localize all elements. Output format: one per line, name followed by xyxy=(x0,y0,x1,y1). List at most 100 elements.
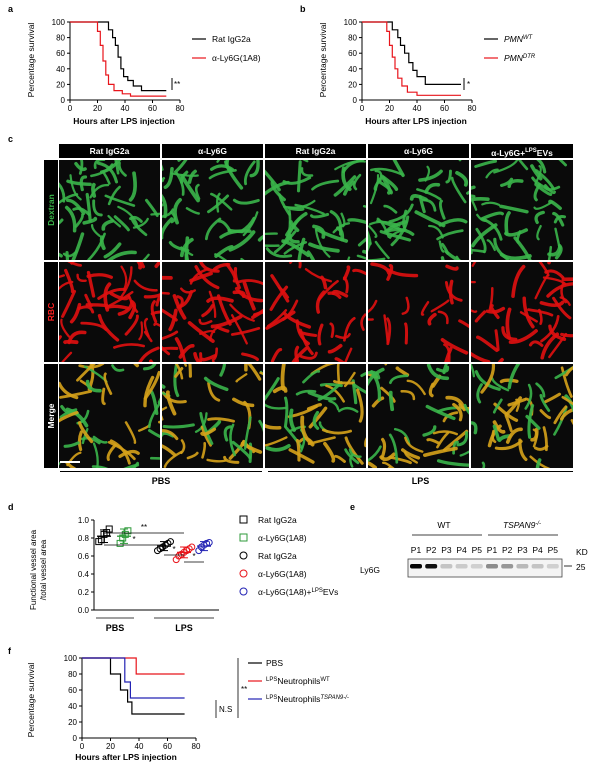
panel-c-row-label-merge: Merge xyxy=(44,364,58,468)
panel-f-chart: 0 20 40 60 80 0 20 40 60 80 100 Percentage surviva… xyxy=(26,654,349,762)
panel-label-b: b xyxy=(300,4,306,14)
panel-c-col-header-5: α-Ly6G+LPSEVs xyxy=(471,144,573,158)
legend-a-label-1: Rat IgG2a xyxy=(212,34,251,44)
y-tick-label: 0.4 xyxy=(78,570,90,579)
y-tick-label: 0 xyxy=(73,734,78,743)
panel-label-c: c xyxy=(8,134,14,144)
panel-c-col-header-2: α-Ly6G xyxy=(162,144,263,158)
y-tick-label: 100 xyxy=(64,654,78,663)
y-tick-label: 20 xyxy=(68,718,77,727)
x-tick-label: 40 xyxy=(413,104,422,113)
panel-c-group-line-lps xyxy=(268,471,573,472)
panel-a-chart: 0 20 40 60 80 0 20 40 60 80 100 Percentage surviva… xyxy=(26,18,261,126)
y-tick-label: 0.0 xyxy=(78,606,90,615)
micrograph-merge-4 xyxy=(368,364,469,468)
vessel-pattern xyxy=(265,262,366,362)
panel-d-sig-1: * xyxy=(132,535,135,544)
legend-f-label-1: PBS xyxy=(266,658,283,668)
micrograph-merge-5 xyxy=(471,364,573,468)
y-tick-label: 0.8 xyxy=(78,534,90,543)
x-tick-label: 60 xyxy=(163,742,172,751)
micrograph-merge-1 xyxy=(59,364,160,468)
vessel-pattern xyxy=(59,364,160,468)
lane-label: P2 xyxy=(502,545,513,555)
panel-f-ylabel: Percentage survival xyxy=(26,663,36,738)
panel-a-xlabel: Hours after LPS injection xyxy=(73,116,175,126)
western-band xyxy=(410,564,422,569)
panel-b-chart: 0 20 40 60 80 0 20 40 60 80 100 Percentage surviva… xyxy=(318,18,536,126)
x-tick-label: 40 xyxy=(135,742,144,751)
western-band xyxy=(516,564,529,569)
panel-c-row-label-dextran: Dextran xyxy=(44,160,58,260)
panel-c-group-line-pbs xyxy=(60,471,262,472)
x-tick-label: 0 xyxy=(68,104,73,113)
panel-d-chart: 0.0 0.2 0.4 0.6 0.8 1.0 Functional vessel are… xyxy=(29,515,338,633)
legend-b-label-2: PMNDTR xyxy=(504,53,536,63)
panel-label-d: d xyxy=(8,502,14,512)
legend-d-label-5: α-Ly6G(1A8)+LPSEVs xyxy=(258,587,338,597)
vessel-pattern xyxy=(265,364,366,468)
survival-curve-2 xyxy=(70,21,167,97)
panel-label-a: a xyxy=(8,4,14,14)
panel-e-kd-label: KD xyxy=(576,547,588,557)
legend-d-label-1: Rat IgG2a xyxy=(258,515,297,525)
legend-d-marker-5 xyxy=(239,587,248,596)
legend-d-label-3: Rat IgG2a xyxy=(258,551,297,561)
panel-c-row-label-rbc: RBC xyxy=(44,262,58,362)
data-point xyxy=(105,525,113,533)
micrograph-dextran-5 xyxy=(471,160,573,260)
panel-c-group-lps: LPS xyxy=(411,476,430,486)
y-tick-label: 80 xyxy=(68,670,77,679)
panel-f-xlabel: Hours after LPS injection xyxy=(75,752,177,762)
vessel-pattern xyxy=(162,262,263,362)
micrograph-merge-3 xyxy=(265,364,366,468)
vessel-pattern xyxy=(162,364,263,468)
micrograph-dextran-1 xyxy=(59,160,160,260)
y-tick-label: 0 xyxy=(353,96,358,105)
panel-d-ylabel-2: /total vessel area xyxy=(39,539,48,600)
panel-d-group-pbs: PBS xyxy=(106,623,125,633)
x-tick-label: 0 xyxy=(80,742,85,751)
y-tick-label: 20 xyxy=(56,80,65,89)
western-band xyxy=(501,564,514,569)
western-band xyxy=(425,564,438,569)
western-band xyxy=(546,564,559,569)
x-tick-label: 20 xyxy=(93,104,102,113)
panel-d-sig-3: * xyxy=(192,552,195,561)
data-point xyxy=(188,543,196,551)
y-tick-label: 1.0 xyxy=(78,516,90,525)
legend-d-marker-2 xyxy=(239,533,248,542)
vessel-pattern xyxy=(471,364,573,468)
x-tick-label: 20 xyxy=(385,104,394,113)
panel-c-col-header-3: Rat IgG2a xyxy=(265,144,366,158)
panel-d-group-lps: LPS xyxy=(175,623,193,633)
micrograph-rbc-2 xyxy=(162,262,263,362)
survival-curve-2 xyxy=(362,21,461,96)
x-tick-label: 20 xyxy=(106,742,115,751)
vessel-pattern xyxy=(471,262,573,362)
western-band xyxy=(470,564,483,569)
y-tick-label: 100 xyxy=(344,18,358,27)
y-tick-label: 40 xyxy=(56,65,65,74)
micrograph-dextran-2 xyxy=(162,160,263,260)
micrograph-dextran-4 xyxy=(368,160,469,260)
panel-label-f: f xyxy=(8,646,11,656)
lane-label: P2 xyxy=(426,545,437,555)
panel-label-e: e xyxy=(350,502,356,512)
y-tick-label: 0.6 xyxy=(78,552,90,561)
survival-curve-1 xyxy=(362,21,461,86)
lane-label: P4 xyxy=(456,545,467,555)
survival-curve-3 xyxy=(82,657,185,699)
x-tick-label: 0 xyxy=(360,104,365,113)
panel-c-col-header-4: α-Ly6G xyxy=(368,144,469,158)
lane-label: P5 xyxy=(548,545,559,555)
scale-bar xyxy=(60,461,80,463)
vessel-pattern xyxy=(59,160,160,260)
vessel-pattern xyxy=(368,160,469,260)
y-tick-label: 0.2 xyxy=(78,588,90,597)
x-tick-label: 80 xyxy=(468,104,477,113)
x-tick-label: 40 xyxy=(121,104,130,113)
panel-d-sig-4: ** xyxy=(141,523,147,532)
legend-d-marker-1 xyxy=(239,515,248,524)
micrograph-rbc-5 xyxy=(471,262,573,362)
